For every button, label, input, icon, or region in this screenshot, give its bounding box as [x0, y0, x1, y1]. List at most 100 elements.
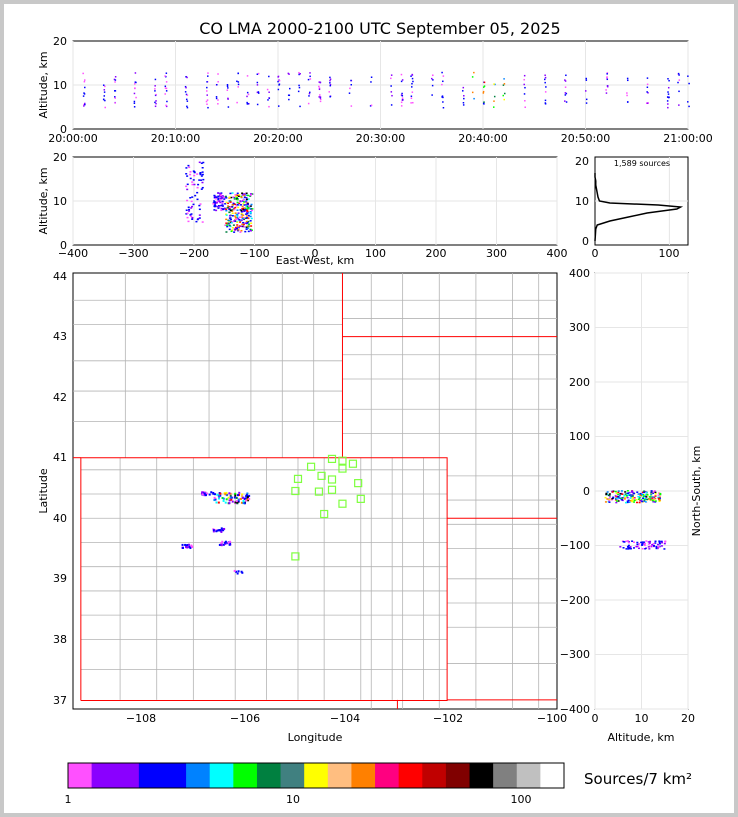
time-height-source-point — [277, 80, 279, 83]
time-height-source-point — [278, 79, 281, 82]
time-height-source-point — [83, 93, 86, 95]
east-west-source-point — [243, 193, 246, 196]
east-west-source-point — [251, 209, 254, 212]
time-height-source-point — [411, 77, 414, 80]
east-west-source-point — [250, 217, 253, 220]
time-height-source-point — [442, 106, 445, 109]
east-west-source-point — [196, 186, 199, 189]
north-south-source-point — [647, 546, 650, 548]
time-height-source-point — [164, 93, 166, 95]
north-south-source-point — [641, 493, 644, 496]
north-south-source-point — [651, 497, 654, 499]
north-south-source-point — [650, 495, 653, 497]
north-south-source-point — [651, 499, 654, 502]
north-south-source-point — [645, 496, 648, 498]
north-south-source-point — [631, 540, 634, 542]
time-height-source-point — [504, 92, 506, 95]
north-south-source-point — [619, 546, 622, 548]
time-height-source-point — [154, 90, 156, 92]
time-height-source-point — [667, 106, 669, 109]
time-height-source-point — [319, 96, 322, 98]
figure-canvas: CO LMA 2000-2100 UTC September 05, 2025 … — [37, 19, 713, 806]
time-height-source-point — [370, 81, 372, 83]
plan-view-source-point — [221, 540, 224, 543]
north-south-source-point — [657, 547, 660, 549]
figure-title: CO LMA 2000-2100 UTC September 05, 2025 — [199, 19, 560, 38]
time-height-source-point — [523, 93, 526, 95]
east-west-source-point — [185, 173, 188, 175]
time-height-source-point — [564, 86, 567, 88]
time-height-source-point — [370, 76, 373, 78]
north-south-source-point — [658, 541, 661, 544]
east-west-source-point — [193, 174, 196, 177]
time-height-source-point — [113, 90, 116, 92]
north-south-source-point — [629, 497, 632, 499]
time-height-source-point — [307, 78, 310, 81]
north-south-source-point — [645, 493, 648, 496]
east-west-source-point — [245, 217, 248, 219]
time-height-source-point — [350, 79, 352, 82]
east-west-source-point — [191, 183, 194, 186]
east-west-source-point — [200, 162, 203, 165]
east-west-source-point — [186, 199, 189, 202]
east-west-source-point — [231, 192, 234, 194]
east-west-xtick-5: 0 — [312, 247, 319, 260]
east-west-source-point — [185, 209, 188, 211]
plan-view-source-point — [236, 494, 239, 497]
north-south-source-point — [615, 495, 618, 498]
time-height-source-point — [483, 101, 485, 103]
east-west-source-point — [238, 218, 241, 221]
time-height-source-point — [165, 81, 168, 83]
time-height-source-point — [687, 75, 689, 77]
plan-view-source-point — [236, 501, 239, 504]
east-west-source-point — [191, 216, 194, 219]
time-height-source-point — [155, 93, 157, 96]
time-height-source-point — [83, 80, 86, 83]
east-west-source-point — [226, 224, 229, 227]
plan-view-source-point — [185, 544, 188, 547]
time-height-source-point — [401, 94, 404, 97]
north-south-source-point — [641, 491, 644, 494]
plan-view-source-point — [203, 494, 206, 497]
east-west-source-point — [245, 226, 248, 228]
time-height-source-point — [462, 102, 465, 104]
time-height-source-point — [401, 92, 403, 95]
histogram-ytick-10: 10 — [575, 195, 589, 208]
east-west-source-point — [234, 212, 237, 214]
time-height-source-point — [524, 100, 526, 102]
time-height-source-point — [473, 97, 475, 100]
plan-view-source-point — [214, 498, 217, 501]
east-west-source-point — [242, 217, 245, 219]
north-south-source-point — [648, 548, 651, 550]
plan-view-source-point — [235, 500, 238, 503]
time-height-source-point — [544, 81, 546, 84]
time-height-source-point — [410, 95, 413, 98]
east-west-source-point — [227, 222, 230, 224]
plan-view-source-point — [245, 495, 248, 498]
time-height-source-point — [543, 78, 546, 81]
north-south-source-point — [637, 493, 640, 495]
time-height-source-point — [463, 97, 465, 100]
time-height-source-point — [308, 92, 311, 95]
east-west-source-point — [220, 207, 223, 210]
plan-view-ytick-39: 39 — [53, 572, 67, 585]
north-south-source-point — [659, 492, 662, 495]
time-height-source-point — [236, 80, 238, 83]
north-south-source-point — [657, 496, 660, 498]
plan-view-source-point — [237, 494, 240, 497]
north-south-source-point — [611, 497, 614, 500]
time-height-source-point — [133, 100, 136, 103]
north-south-source-point — [624, 491, 627, 493]
east-west-source-point — [231, 229, 234, 231]
colorbar: 1 10 100 Sources/7 km² — [65, 762, 692, 806]
east-west-source-point — [236, 216, 239, 219]
time-height-source-point — [185, 93, 188, 96]
east-west-source-point — [236, 203, 239, 206]
east-west-source-point — [233, 208, 236, 211]
time-height-source-point — [544, 74, 546, 77]
north-south-source-point — [654, 501, 657, 503]
east-west-source-point — [237, 195, 240, 198]
plan-view-source-point — [220, 543, 223, 546]
east-west-source-point — [239, 204, 242, 206]
east-west-source-point — [248, 223, 251, 225]
